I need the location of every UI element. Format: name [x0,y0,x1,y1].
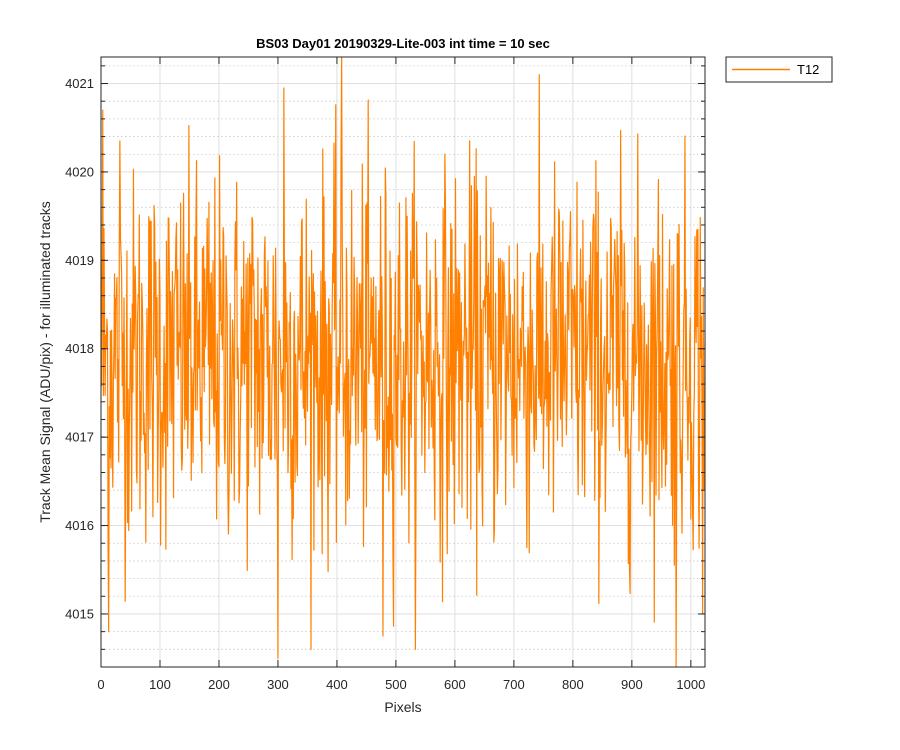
y-tick-label: 4021 [65,76,94,91]
series-line-t12 [100,56,706,668]
x-tick-label: 900 [621,677,643,692]
x-tick-label: 800 [562,677,584,692]
legend[interactable]: T12 [725,56,833,83]
y-axis-label: Track Mean Signal (ADU/pix) - for illumi… [37,201,53,523]
y-tick-label: 4015 [65,606,94,621]
y-tick-label: 4017 [65,430,94,445]
x-tick-label: 500 [385,677,407,692]
x-tick-label: 400 [326,677,348,692]
series-layer [100,56,706,668]
y-tick-label: 4016 [65,518,94,533]
x-tick-label: 0 [97,677,104,692]
x-axis-label: Pixels [384,699,421,715]
x-tick-label: 600 [444,677,466,692]
y-tick-label: 4019 [65,253,94,268]
y-tick-label: 4020 [65,164,94,179]
x-tick-label: 100 [149,677,171,692]
legend-entry-label: T12 [797,62,819,77]
axes-layer [100,56,706,668]
y-tick-label: 4018 [65,341,94,356]
x-tick-label: 1000 [676,677,705,692]
chart-title: BS03 Day01 20190329-Lite-003 int time = … [256,36,550,51]
x-tick-label: 200 [208,677,230,692]
x-tick-label: 300 [267,677,289,692]
ticks-layer: 4015 4016 4017 4018 4019 4020 4021 0 100 200 300 40… [65,57,705,692]
axes-box [100,56,706,668]
x-tick-label: 700 [503,677,525,692]
